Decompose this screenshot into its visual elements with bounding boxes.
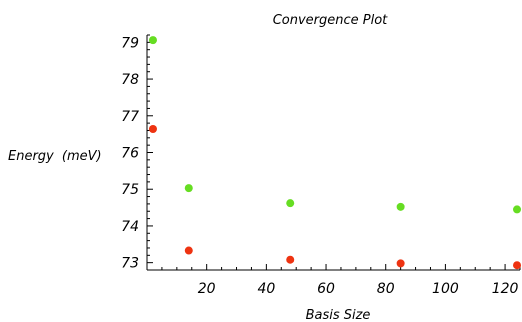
x-axis-label: Basis Size: [306, 308, 371, 322]
data-point-series-2: [184, 246, 193, 255]
data-point-series-2: [286, 255, 295, 264]
data-point-series-1: [396, 202, 405, 211]
data-points: [148, 36, 522, 270]
y-tick-label: 73: [121, 256, 139, 272]
x-tick-label: 20: [198, 281, 216, 297]
x-tick-label: 60: [317, 281, 335, 297]
data-point-series-2: [513, 261, 522, 270]
y-axis-label-main: Energy: [8, 149, 54, 164]
data-point-series-1: [286, 199, 295, 208]
y-tick-label: 76: [121, 146, 139, 162]
y-axis-label: Energy (meV): [8, 149, 102, 164]
data-point-series-1: [184, 184, 193, 193]
x-tick-label: 80: [377, 281, 395, 297]
y-tick-label: 78: [121, 72, 139, 88]
data-point-series-1: [148, 36, 157, 45]
data-point-series-2: [148, 125, 157, 133]
x-tick-label: 40: [257, 281, 275, 297]
axis-ticks: [146, 34, 521, 271]
y-tick-label: 77: [121, 109, 139, 125]
y-axis-label-unit: (meV): [62, 149, 102, 164]
data-point-series-1: [513, 205, 522, 214]
x-tick-label: 100: [432, 281, 459, 297]
axis-tick-labels: 20 40 60 80 100 120 73 74 75 76 77 78 79: [121, 35, 518, 297]
data-point-series-2: [396, 259, 405, 268]
y-tick-label: 75: [121, 182, 139, 198]
chart-title: Convergence Plot: [273, 13, 388, 28]
y-tick-label: 79: [121, 35, 139, 51]
y-tick-label: 74: [121, 219, 139, 235]
x-tick-label: 120: [492, 281, 519, 297]
